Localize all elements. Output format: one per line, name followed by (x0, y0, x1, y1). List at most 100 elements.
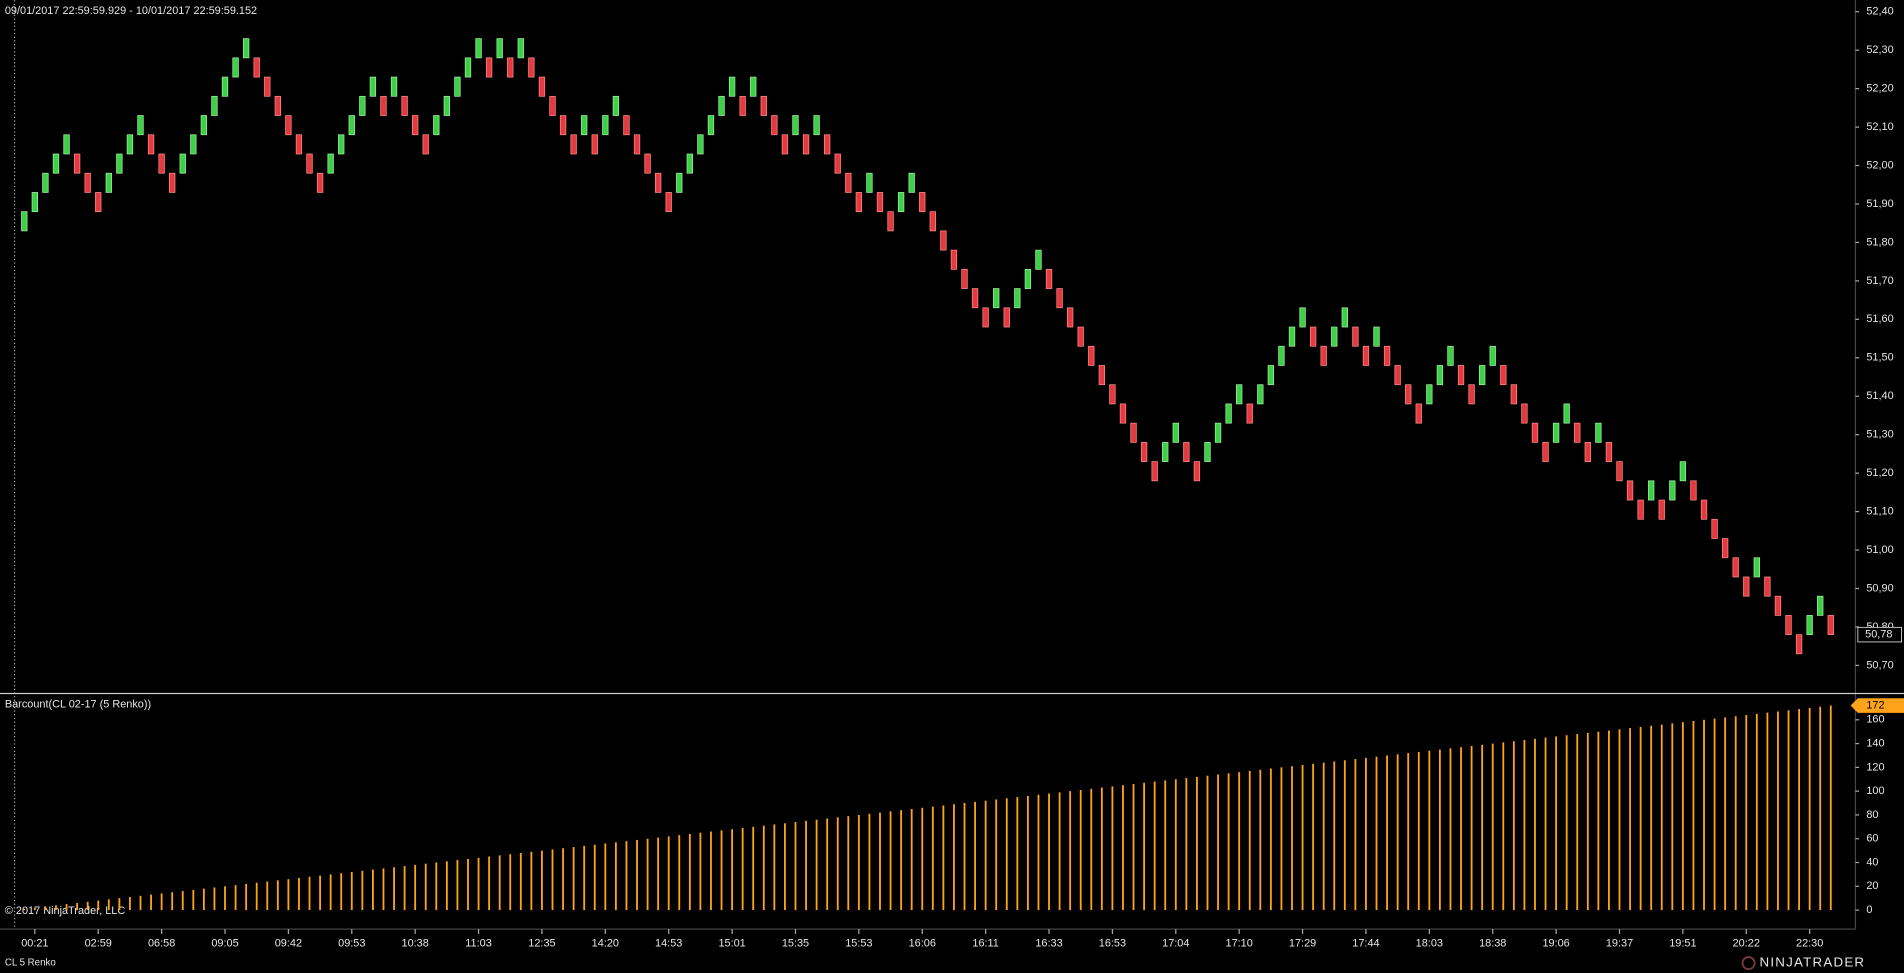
bar (541, 850, 543, 911)
bar (435, 862, 438, 911)
down-brick (380, 95, 387, 116)
bar (910, 808, 913, 911)
bar (382, 868, 385, 911)
up-brick (1447, 345, 1454, 366)
bar (1312, 763, 1315, 911)
y-tick-label: 51,80 (1866, 236, 1893, 248)
bar (625, 841, 628, 911)
bar (1608, 730, 1610, 911)
down-brick (528, 57, 535, 78)
bar (23, 908, 26, 911)
up-brick (1257, 384, 1264, 405)
down-brick (570, 134, 577, 155)
up-brick (897, 192, 905, 213)
x-tick-label: 19:51 (1669, 938, 1696, 950)
bar (1291, 766, 1293, 911)
bar (805, 820, 807, 911)
down-brick (549, 95, 556, 116)
down-brick (1721, 538, 1729, 559)
up-brick (338, 134, 345, 155)
down-brick (1045, 268, 1053, 289)
bar (1502, 742, 1505, 911)
up-brick (52, 153, 60, 174)
up-brick (1552, 422, 1560, 443)
x-tick-label: 17:44 (1352, 938, 1379, 950)
up-brick (137, 115, 144, 136)
down-brick (1690, 480, 1697, 501)
bar (1777, 711, 1779, 911)
y-tick-label: 52,20 (1866, 83, 1893, 95)
up-brick (116, 153, 123, 174)
bar (44, 906, 47, 911)
bar (931, 806, 934, 911)
up-brick (42, 172, 49, 193)
bar (1798, 709, 1800, 911)
down-brick (1098, 365, 1105, 386)
y-tick-label: 51,60 (1866, 313, 1893, 325)
bar (1375, 756, 1378, 911)
bar (1565, 735, 1568, 911)
bar (467, 858, 469, 911)
y-tick-label: 50,90 (1866, 582, 1893, 594)
down-brick (1764, 576, 1771, 597)
up-brick (581, 115, 588, 136)
logo-icon (1741, 956, 1756, 971)
up-brick (1436, 365, 1444, 386)
x-tick-label: 09:53 (338, 938, 365, 950)
down-brick (1637, 499, 1644, 520)
instrument: CL 5 Renko (5, 958, 56, 969)
down-brick (1711, 518, 1718, 539)
last-value-tag (1850, 698, 1904, 713)
bar (118, 898, 121, 911)
down-brick (401, 95, 408, 116)
bar (1248, 770, 1251, 911)
up-brick (221, 76, 229, 97)
bar (1576, 734, 1579, 911)
up-brick (179, 153, 186, 174)
bar (1639, 726, 1642, 911)
down-brick (538, 76, 546, 97)
down-brick (1003, 307, 1010, 328)
up-brick (1479, 365, 1486, 386)
up-brick (433, 115, 440, 136)
down-brick (644, 153, 651, 174)
x-tick-label: 19:06 (1542, 938, 1569, 950)
up-brick (1204, 442, 1211, 462)
up-brick (1035, 249, 1042, 270)
bar (1671, 723, 1674, 911)
x-tick-label: 02:59 (85, 938, 112, 950)
up-brick (359, 95, 366, 116)
up-brick (1278, 345, 1285, 366)
up-brick (1162, 442, 1169, 462)
y-tick-label: 60 (1866, 833, 1878, 845)
down-brick (1531, 422, 1539, 443)
bar (530, 851, 533, 911)
y-tick-label: 52,10 (1866, 121, 1893, 133)
bar (213, 887, 216, 911)
down-brick (940, 230, 947, 251)
bar (192, 889, 195, 911)
bar (1512, 741, 1515, 911)
down-brick (1056, 288, 1063, 309)
down-brick (760, 95, 767, 116)
bar (1555, 736, 1558, 911)
bar (646, 838, 649, 911)
up-brick (750, 76, 757, 97)
bar (340, 873, 343, 911)
x-tick-label: 15:35 (782, 938, 809, 950)
bar (1206, 775, 1209, 911)
y-tick-label: 160 (1866, 714, 1884, 726)
down-brick (887, 211, 894, 232)
bar (953, 804, 955, 911)
up-brick (475, 38, 482, 59)
y-tick-label: 51,10 (1866, 505, 1893, 517)
bar (995, 799, 998, 911)
x-tick-label: 17:04 (1162, 938, 1189, 950)
bar (55, 905, 57, 911)
down-brick (665, 192, 672, 213)
up-brick (200, 115, 208, 136)
y-tick-label: 50,70 (1866, 659, 1893, 671)
bar (1322, 762, 1325, 911)
down-brick (1088, 345, 1095, 366)
bar (477, 857, 480, 911)
